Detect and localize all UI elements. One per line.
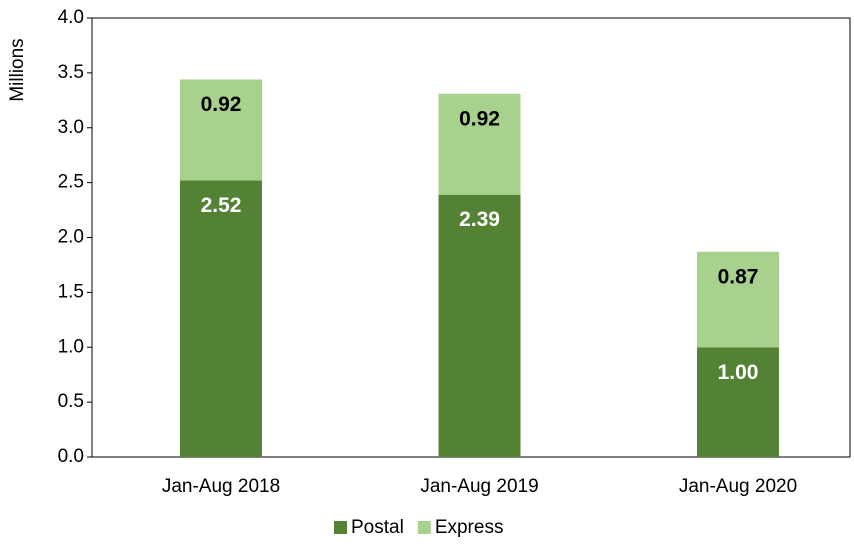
bar-segment	[697, 347, 779, 457]
data-label: 2.39	[459, 208, 500, 231]
bar-segment	[438, 93, 521, 195]
y-tick-label: 4.0	[58, 7, 84, 28]
data-label: 2.52	[201, 194, 242, 217]
y-tick-label: 3.5	[58, 62, 84, 83]
y-tick-label: 0.0	[58, 446, 84, 467]
data-label: 0.87	[718, 265, 759, 288]
data-label: 0.92	[459, 107, 500, 130]
x-tick-label: Jan-Aug 2020	[679, 476, 797, 497]
legend-label: Express	[435, 517, 504, 538]
data-label: 0.92	[201, 93, 242, 116]
bar-segment	[697, 251, 779, 348]
y-tick-label: 1.5	[58, 281, 84, 302]
y-tick-label: 0.5	[58, 391, 84, 412]
y-axis-label: Millions	[7, 38, 28, 101]
bar-segment	[438, 194, 521, 457]
x-tick-label: Jan-Aug 2019	[420, 476, 538, 497]
legend-swatch	[417, 521, 431, 534]
data-label: 1.00	[718, 361, 759, 384]
legend-swatch	[334, 521, 347, 534]
x-tick-label: Jan-Aug 2018	[162, 476, 280, 497]
y-tick-label: 3.0	[58, 117, 84, 138]
legend-label: Postal	[351, 517, 404, 538]
bar-segment	[180, 79, 262, 181]
y-tick-label: 1.0	[58, 336, 84, 357]
bar-segment	[180, 180, 262, 457]
y-tick-label: 2.0	[58, 227, 84, 248]
y-tick-label: 2.5	[58, 172, 84, 193]
